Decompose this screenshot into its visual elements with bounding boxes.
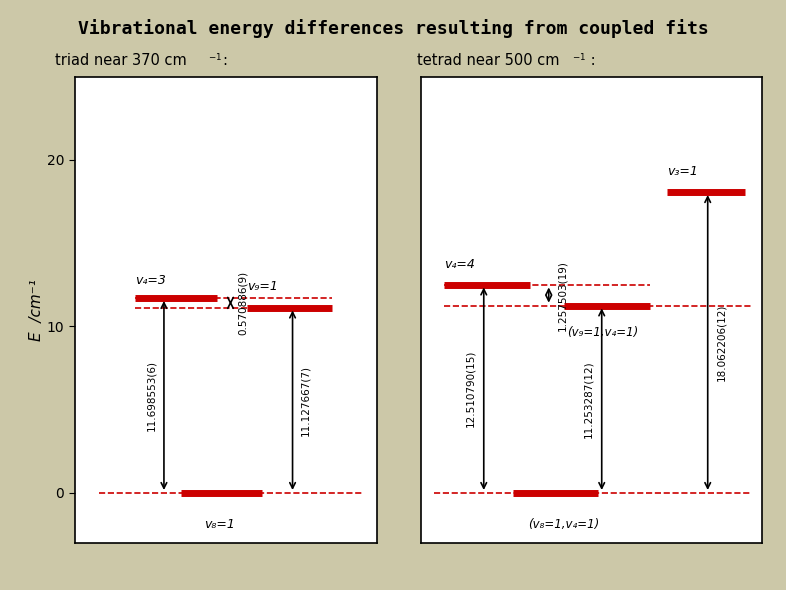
Text: :: : (222, 53, 227, 68)
Text: 1.257503(19): 1.257503(19) (557, 260, 567, 330)
Text: v₄=4: v₄=4 (444, 258, 476, 271)
Text: 18.062206(12): 18.062206(12) (716, 304, 726, 381)
Text: $^{-1}$: $^{-1}$ (572, 53, 586, 66)
Text: 0.570886(9): 0.570886(9) (238, 271, 248, 335)
Text: v₈=1: v₈=1 (204, 518, 235, 531)
Text: :: : (586, 53, 595, 68)
Text: triad near 370 cm: triad near 370 cm (55, 53, 187, 68)
Text: Vibrational energy differences resulting from coupled fits: Vibrational energy differences resulting… (78, 19, 708, 38)
Text: 12.510790(15): 12.510790(15) (465, 350, 476, 427)
Text: v₉=1: v₉=1 (247, 280, 278, 293)
Text: v₃=1: v₃=1 (667, 165, 697, 178)
Text: $^{-1}$: $^{-1}$ (208, 53, 222, 66)
Text: 11.127667(7): 11.127667(7) (300, 365, 310, 436)
Text: v₄=3: v₄=3 (135, 274, 166, 287)
Text: (v₉=1,v₄=1): (v₉=1,v₄=1) (567, 326, 639, 339)
Text: 11.253287(12): 11.253287(12) (583, 360, 593, 438)
Text: 11.698553(6): 11.698553(6) (146, 360, 156, 431)
Text: (v₈=1,v₄=1): (v₈=1,v₄=1) (528, 518, 600, 531)
Text: tetrad near 500 cm: tetrad near 500 cm (417, 53, 559, 68)
Y-axis label: E  /cm⁻¹: E /cm⁻¹ (29, 279, 44, 340)
